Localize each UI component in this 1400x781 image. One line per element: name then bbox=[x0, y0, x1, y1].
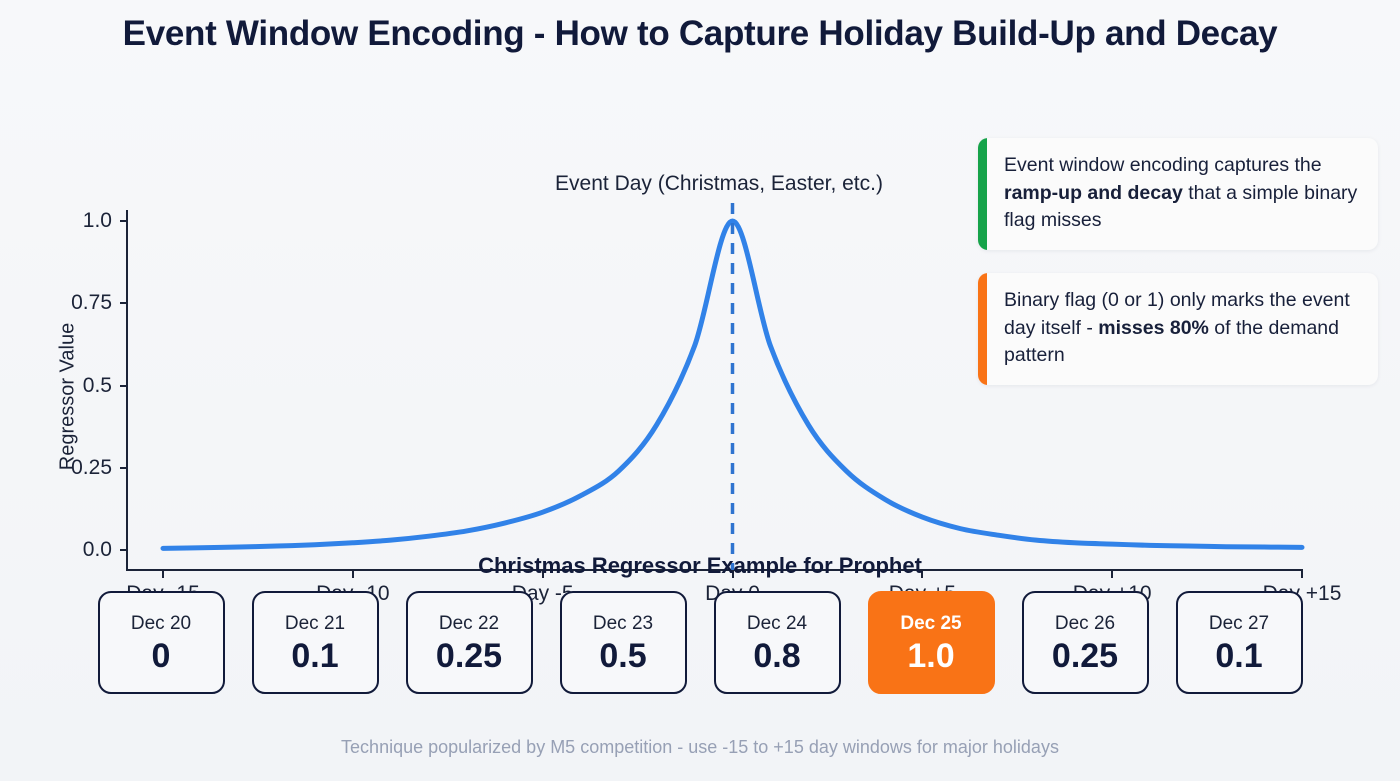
callout-ramp-up-decay: Event window encoding captures the ramp-… bbox=[978, 138, 1378, 251]
regressor-card[interactable]: Dec 25 1.0 bbox=[867, 591, 995, 694]
callout-plain-text: of the demand pattern bbox=[1004, 316, 1339, 367]
green-accent-bar bbox=[978, 138, 987, 251]
y-tick-mark bbox=[120, 220, 127, 222]
x-tick-mark bbox=[731, 570, 734, 578]
card-date: Dec 21 bbox=[284, 612, 346, 634]
x-tick-mark bbox=[1301, 570, 1303, 578]
page-title: Event Window Encoding - How to Capture H… bbox=[122, 14, 1278, 53]
x-tick-mark bbox=[351, 570, 354, 578]
card-value: 0.25 bbox=[1051, 636, 1119, 675]
card-date: Dec 23 bbox=[592, 612, 654, 634]
y-tick-mark bbox=[120, 466, 127, 469]
card-value: 0.1 bbox=[1215, 636, 1263, 675]
x-tick-mark bbox=[1111, 570, 1114, 578]
y-tick-label: 0.25 bbox=[71, 455, 112, 479]
orange-accent-bar bbox=[978, 273, 987, 386]
section-label: Christmas Regressor Example for Prophet bbox=[478, 553, 922, 578]
regressor-curve bbox=[160, 218, 1305, 551]
callout-emphasis: ramp-up and decay bbox=[1004, 181, 1183, 204]
callout-text: Event window encoding captures the ramp-… bbox=[987, 138, 1378, 250]
card-date: Dec 26 bbox=[1054, 612, 1116, 634]
callout-emphasis: misses 80% bbox=[1098, 316, 1209, 339]
y-axis-line bbox=[126, 210, 128, 571]
regressor-card[interactable]: Dec 23 0.5 bbox=[559, 591, 687, 694]
x-tick-mark bbox=[162, 570, 164, 578]
regressor-card[interactable]: Dec 20 0 bbox=[97, 591, 225, 694]
callout-binary-flag: Binary flag (0 or 1) only marks the even… bbox=[978, 273, 1378, 386]
card-date: Dec 22 bbox=[438, 612, 500, 634]
x-tick-mark bbox=[541, 570, 544, 578]
y-tick-label: 0.0 bbox=[82, 538, 112, 561]
regressor-card[interactable]: Dec 22 0.25 bbox=[405, 591, 533, 694]
callout-text: Binary flag (0 or 1) only marks the even… bbox=[987, 273, 1378, 385]
y-tick-mark bbox=[120, 384, 127, 387]
callout-plain-text: that a simple binary flag misses bbox=[1004, 181, 1358, 232]
card-value: 1.0 bbox=[907, 636, 955, 675]
card-value: 0.5 bbox=[599, 636, 647, 675]
y-tick-label: 1.0 bbox=[82, 209, 112, 232]
card-value: 0.1 bbox=[291, 636, 339, 675]
regressor-card[interactable]: Dec 24 0.8 bbox=[713, 591, 841, 694]
y-tick-mark bbox=[120, 302, 127, 305]
card-value: 0 bbox=[151, 636, 171, 675]
event-day-annotation: Event Day (Christmas, Easter, etc.) bbox=[555, 172, 883, 195]
regressor-value-cards: Dec 20 0 Dec 21 0.1 Dec 22 0.25 Dec 23 0.5 Dec 2… bbox=[0, 591, 1400, 694]
footer-note: Technique popularized by M5 competition … bbox=[341, 737, 1059, 757]
card-value: 0.25 bbox=[435, 636, 503, 675]
x-axis-line bbox=[127, 569, 1303, 571]
callout-plain-text: Event window encoding captures the bbox=[1004, 154, 1322, 176]
regressor-card[interactable]: Dec 26 0.25 bbox=[1021, 591, 1149, 694]
y-tick-label: 0.75 bbox=[71, 291, 112, 315]
chart-plot bbox=[160, 203, 1305, 570]
x-tick-mark bbox=[921, 570, 924, 578]
card-value: 0.8 bbox=[753, 636, 801, 675]
card-date: Dec 20 bbox=[130, 612, 192, 634]
regressor-card[interactable]: Dec 21 0.1 bbox=[251, 591, 379, 694]
card-date: Dec 25 bbox=[900, 612, 962, 634]
y-tick-label: 0.5 bbox=[82, 373, 112, 397]
callout-plain-text: Binary flag (0 or 1) only marks the even… bbox=[1004, 289, 1350, 339]
y-tick-mark bbox=[120, 549, 127, 551]
card-date: Dec 24 bbox=[746, 612, 808, 634]
regressor-card[interactable]: Dec 27 0.1 bbox=[1175, 591, 1303, 694]
card-date: Dec 27 bbox=[1208, 612, 1270, 634]
